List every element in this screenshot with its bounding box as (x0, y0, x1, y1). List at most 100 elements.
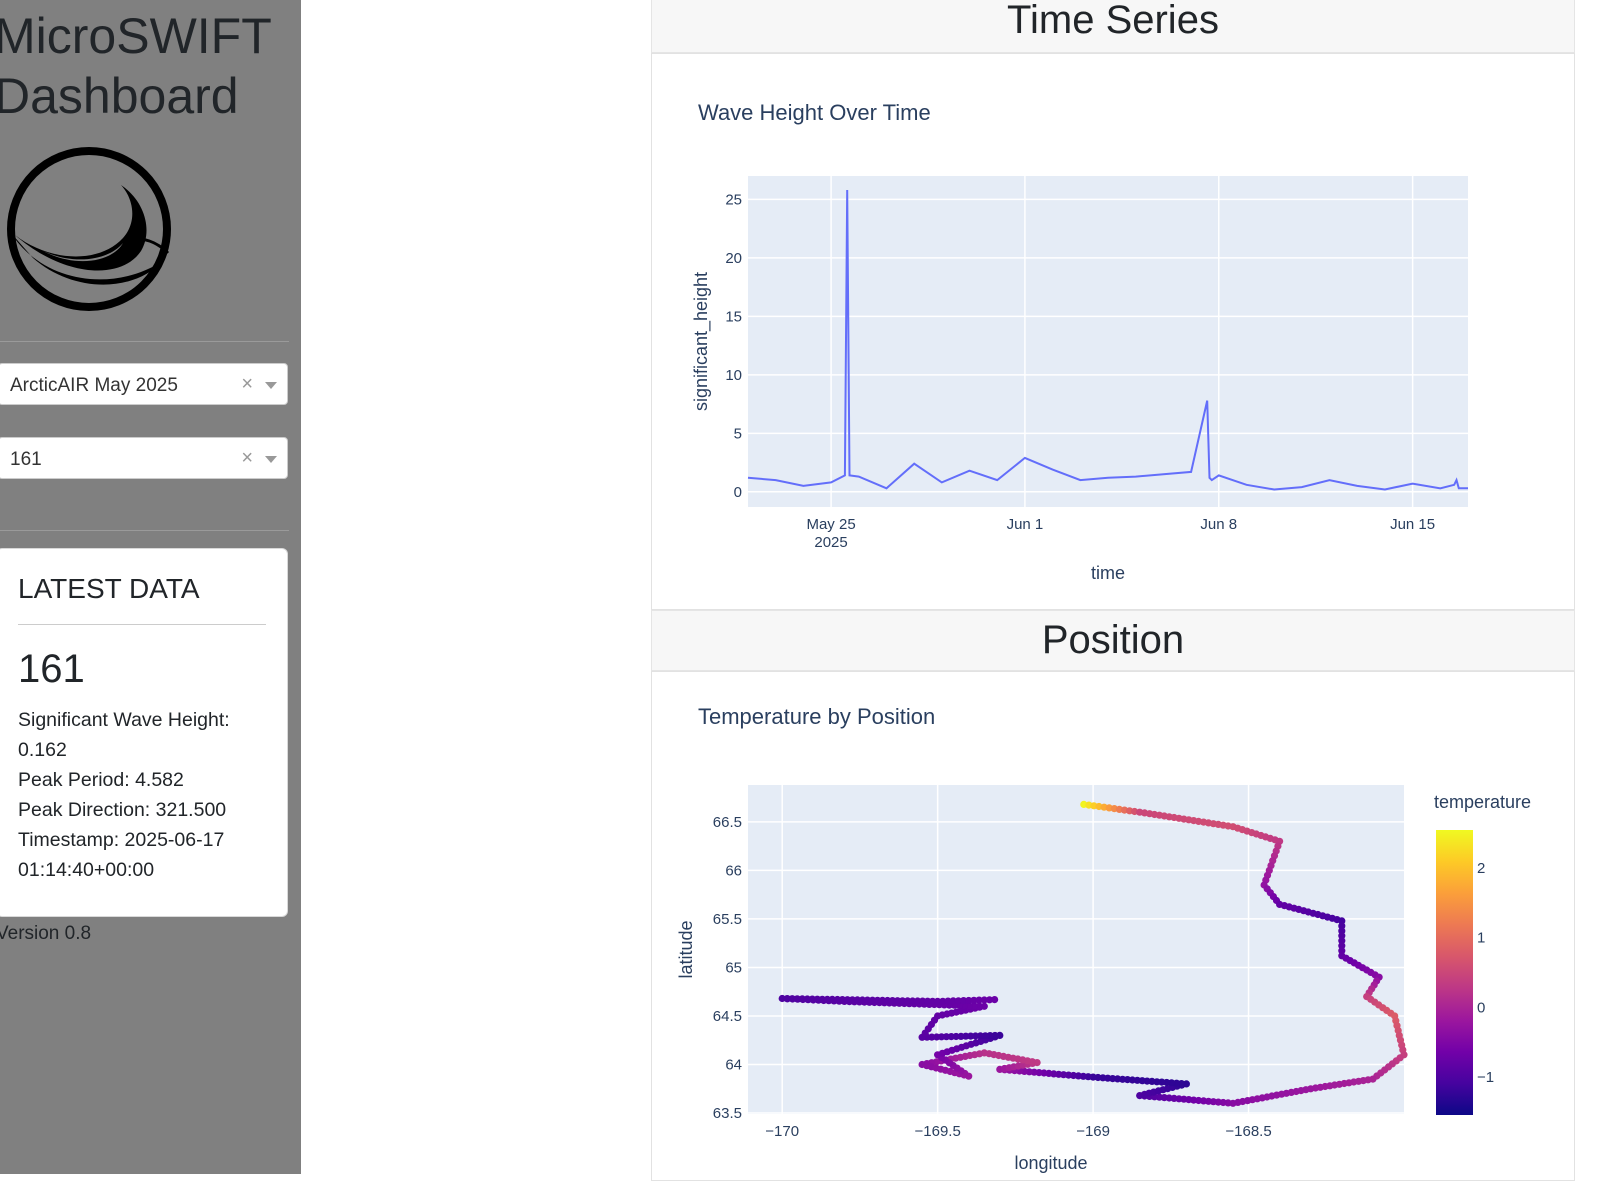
track-point (980, 996, 988, 1004)
colorbar-tick-label: 0 (1477, 999, 1485, 1016)
x-tick-label: −168.5 (1225, 1123, 1271, 1140)
latest-buoy-id: 161 (18, 647, 85, 691)
app-logo (7, 147, 171, 311)
x-axis-label: longitude (1014, 1153, 1087, 1173)
mission-select[interactable]: ArcticAIR May 2025 × (0, 363, 288, 405)
track-point (975, 996, 983, 1004)
colorbar-tick-label: 1 (1477, 930, 1485, 947)
colorbar-tick-label: 2 (1477, 860, 1485, 877)
x-tick-label: −169.5 (915, 1123, 961, 1140)
x-axis-label: time (1091, 563, 1125, 583)
track-point (828, 995, 836, 1003)
track-point (1338, 922, 1346, 930)
x-tick-label: −170 (765, 1123, 799, 1140)
track-point (868, 996, 877, 1004)
chart-title: Temperature by Position (698, 704, 935, 729)
time-series-header: Time Series (651, 0, 1575, 53)
y-tick-label: 64 (725, 1057, 742, 1074)
x-tick-label: May 25 (806, 516, 855, 533)
track-point (939, 997, 947, 1005)
metric-line: Peak Direction: 321.500 (18, 799, 227, 821)
track-point (914, 997, 922, 1005)
mission-select-value: ArcticAIR May 2025 (10, 375, 178, 396)
latest-metrics: Significant Wave Height: 0.162 Peak Peri… (18, 705, 273, 885)
track-point (878, 996, 887, 1004)
position-chart-panel: Temperature by Position −170 −169.5 −169 −16… (651, 671, 1575, 1181)
y-tick-label: 66.5 (713, 814, 742, 831)
track-point (1338, 917, 1346, 925)
version-label: Version 0.8 (0, 923, 92, 944)
track-point (949, 997, 957, 1005)
track-point (934, 997, 942, 1005)
track-point (929, 997, 937, 1005)
track-point (1338, 947, 1346, 955)
x-tick-sublabel: 2025 (814, 534, 847, 551)
latest-data-heading: LATEST DATA (18, 573, 200, 604)
time-series-title: Time Series (1007, 0, 1219, 42)
colorbar (1436, 830, 1473, 1115)
track-point (960, 997, 968, 1005)
chart-title: Wave Height Over Time (698, 100, 931, 125)
wave-height-series-line (747, 189, 1468, 491)
position-title: Position (1041, 618, 1185, 662)
mission-clear-icon[interactable]: × (241, 373, 253, 395)
track-point (944, 997, 952, 1005)
buoy-select-value: 161 (10, 449, 42, 470)
track-point (954, 997, 962, 1005)
y-axis-label: latitude (676, 920, 696, 978)
metric-line: Timestamp: 2025-06-17 (18, 829, 225, 851)
track-points (778, 800, 1408, 1107)
buoy-select[interactable]: 161 × (0, 437, 288, 479)
y-tick-label: 20 (725, 250, 742, 267)
y-tick-label: 65 (725, 959, 742, 976)
y-tick-label: 5 (734, 425, 742, 442)
track-point (898, 997, 907, 1005)
track-point (788, 995, 796, 1003)
metric-line: 0.162 (18, 739, 67, 761)
buoy-clear-icon[interactable]: × (241, 447, 253, 469)
mission-chevron-down-icon[interactable] (265, 382, 277, 389)
track-point (843, 996, 851, 1004)
x-tick-label: Jun 15 (1390, 516, 1435, 533)
track-point (924, 997, 932, 1005)
plot-area (748, 785, 1404, 1114)
app-title: MicroSWIFT Dashboard (0, 6, 272, 126)
track-point (818, 995, 826, 1003)
track-point (985, 996, 994, 1004)
track-point (1338, 937, 1346, 945)
track-point (858, 996, 866, 1004)
track-point (888, 997, 897, 1005)
y-tick-label: 0 (734, 484, 742, 501)
track-point (823, 995, 831, 1003)
track-point (813, 995, 821, 1003)
metric-line: Peak Period: 4.582 (18, 769, 184, 791)
track-point (853, 996, 861, 1004)
colorbar-title: temperature (1434, 792, 1531, 812)
x-tick-label: −169 (1076, 1123, 1110, 1140)
plot-area (748, 176, 1468, 507)
sidebar-divider (0, 530, 289, 531)
track-point (873, 996, 882, 1004)
y-axis-label: significant_height (691, 272, 712, 411)
y-tick-label: 10 (725, 367, 742, 384)
temperature-position-chart[interactable]: Temperature by Position −170 −169.5 −169 −16… (652, 672, 1574, 1180)
app-title-line2: Dashboard (0, 68, 239, 124)
buoy-chevron-down-icon[interactable] (265, 456, 277, 463)
track-point (838, 996, 846, 1004)
metric-line: Significant Wave Height: (18, 709, 230, 731)
track-point (808, 995, 816, 1003)
track-point (991, 996, 999, 1004)
y-tick-label: 64.5 (713, 1008, 742, 1025)
track-point (1338, 932, 1346, 940)
track-point (863, 996, 871, 1004)
x-tick-label: Jun 8 (1200, 516, 1237, 533)
y-tick-label: 63.5 (713, 1105, 742, 1122)
track-point (883, 996, 892, 1005)
wave-height-chart[interactable]: Wave Height Over Time May 25 Jun 1 Jun 8 Jun… (652, 54, 1574, 609)
track-point (798, 995, 806, 1003)
track-point (909, 997, 917, 1005)
y-tick-label: 66 (725, 862, 742, 879)
y-tick-label: 65.5 (713, 911, 742, 928)
y-tick-label: 15 (725, 308, 742, 325)
y-tick-label: 25 (725, 191, 742, 208)
